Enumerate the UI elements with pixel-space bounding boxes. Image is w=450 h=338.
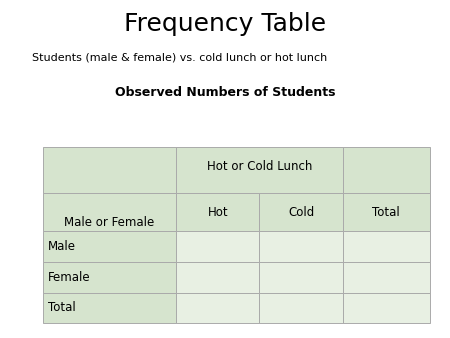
Text: Students (male & female) vs. cold lunch or hot lunch: Students (male & female) vs. cold lunch …	[32, 52, 327, 63]
Text: Frequency Table: Frequency Table	[124, 12, 326, 36]
Text: Total: Total	[48, 301, 76, 314]
Text: Observed Numbers of Students: Observed Numbers of Students	[115, 86, 335, 99]
Text: Hot or Cold Lunch: Hot or Cold Lunch	[207, 160, 312, 173]
Text: Female: Female	[48, 271, 91, 284]
Text: Male or Female: Male or Female	[64, 216, 155, 230]
Text: Total: Total	[372, 206, 400, 219]
Text: Cold: Cold	[288, 206, 314, 219]
Text: Hot: Hot	[207, 206, 228, 219]
Text: Male: Male	[48, 240, 76, 253]
